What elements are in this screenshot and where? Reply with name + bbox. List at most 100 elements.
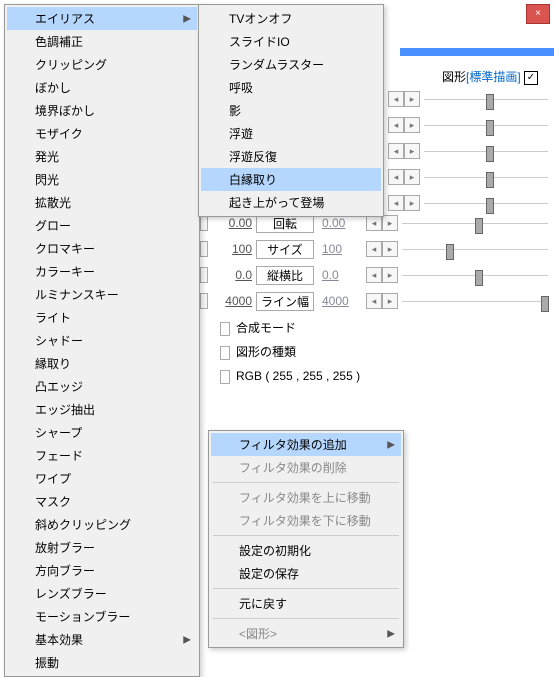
stepper[interactable]: ◂▸ — [388, 117, 420, 133]
param-slider[interactable] — [424, 118, 548, 132]
param-value-left[interactable]: 100 — [212, 242, 252, 256]
context-menu-item: フィルタ効果の削除 — [211, 456, 401, 479]
param-row: 0.0 縦横比 0.0 ◂▸ — [200, 262, 548, 288]
upper-slider-row: ◂▸ — [388, 112, 548, 138]
param-slider[interactable] — [402, 268, 548, 282]
parameter-rows: 0.00回転0.00◂▸100サイズ100◂▸0.0縦横比0.0◂▸4000ライ… — [200, 210, 548, 314]
param-value-right[interactable]: 0.0 — [318, 268, 362, 282]
menu-item-filter[interactable]: 色調補正 — [7, 30, 197, 53]
param-value-right[interactable]: 100 — [318, 242, 362, 256]
stepper[interactable]: ◂▸ — [388, 195, 420, 211]
menu-item-filter[interactable]: レンズブラー — [7, 582, 197, 605]
menu-item-filter[interactable]: クリッピング — [7, 53, 197, 76]
menu-item-filter[interactable]: エッジ抽出 — [7, 398, 197, 421]
color-swatch[interactable] — [220, 370, 230, 384]
menu-item-filter[interactable]: ワイプ — [7, 467, 197, 490]
menu-item-filter[interactable]: シャドー — [7, 329, 197, 352]
submenu-item[interactable]: TVオンオフ — [201, 7, 381, 30]
context-menu-item: フィルタ効果を下に移動 — [211, 509, 401, 532]
menu-item-filter[interactable]: ルミナンスキー — [7, 283, 197, 306]
menu-item-filter[interactable]: 振動 — [7, 651, 197, 674]
menu-item-filter[interactable]: モザイク — [7, 122, 197, 145]
param-slider[interactable] — [402, 216, 548, 230]
close-button[interactable]: × — [526, 4, 550, 24]
context-menu-item[interactable]: 設定の初期化 — [211, 539, 401, 562]
param-name-button[interactable]: サイズ — [256, 240, 314, 259]
param-slider[interactable] — [424, 196, 548, 210]
track-handle[interactable] — [200, 267, 208, 283]
menu-item-filter[interactable]: マスク — [7, 490, 197, 513]
chevron-right-icon: ▶ — [387, 439, 395, 450]
param-slider[interactable] — [424, 144, 548, 158]
context-menu-item[interactable]: 設定の保存 — [211, 562, 401, 585]
param-row: 4000 ライン幅 4000 ◂▸ — [200, 288, 548, 314]
submenu-item[interactable]: 浮遊反復 — [201, 145, 381, 168]
menu-item-filter[interactable]: 凸エッジ — [7, 375, 197, 398]
context-menu-item[interactable]: フィルタ効果の追加▶ — [211, 433, 401, 456]
menu-item-filter[interactable]: 方向ブラー — [7, 559, 197, 582]
menu-header-alias[interactable]: エイリアス ▶ — [7, 7, 197, 30]
param-slider[interactable] — [402, 294, 548, 308]
param-slider[interactable] — [424, 92, 548, 106]
dropdown-stub[interactable] — [220, 346, 230, 360]
dropdown-stub[interactable] — [220, 322, 230, 336]
upper-slider-row: ◂▸ — [388, 164, 548, 190]
param-value-left[interactable]: 0.00 — [212, 216, 252, 230]
blend-mode-label: 合成モード — [236, 321, 296, 335]
submenu-item[interactable]: 呼吸 — [201, 76, 381, 99]
stepper[interactable]: ◂▸ — [366, 267, 398, 283]
submenu-item[interactable]: 浮遊 — [201, 122, 381, 145]
menu-item-filter[interactable]: 放射ブラー — [7, 536, 197, 559]
param-row: 100 サイズ 100 ◂▸ — [200, 236, 548, 262]
stepper[interactable]: ◂▸ — [366, 293, 398, 309]
menu-item-filter[interactable]: ぼかし — [7, 76, 197, 99]
menu-item-filter[interactable]: 発光 — [7, 145, 197, 168]
track-handle[interactable] — [200, 293, 208, 309]
submenu-item[interactable]: ランダムラスター — [201, 53, 381, 76]
shape-type-label: 図形の種類 — [236, 345, 296, 359]
param-slider[interactable] — [424, 170, 548, 184]
track-handle[interactable] — [200, 215, 208, 231]
menu-item-filter[interactable]: シャープ — [7, 421, 197, 444]
submenu-item[interactable]: 影 — [201, 99, 381, 122]
context-menu-item[interactable]: 元に戻す — [211, 592, 401, 615]
object-type-label: 図形[標準描画] ✓ — [442, 68, 538, 85]
menu-item-filter[interactable]: 斜めクリッピング — [7, 513, 197, 536]
menu-item-filter[interactable]: グロー — [7, 214, 197, 237]
param-value-right[interactable]: 0.00 — [318, 216, 362, 230]
context-menu: フィルタ効果の追加▶フィルタ効果の削除フィルタ効果を上に移動フィルタ効果を下に移… — [208, 430, 404, 648]
chevron-right-icon: ▶ — [183, 13, 191, 24]
stepper[interactable]: ◂▸ — [388, 169, 420, 185]
context-menu-item: フィルタ効果を上に移動 — [211, 486, 401, 509]
param-slider[interactable] — [402, 242, 548, 256]
stepper[interactable]: ◂▸ — [388, 143, 420, 159]
rgb-label: RGB ( 255 , 255 , 255 ) — [236, 369, 360, 383]
context-menu-item: <図形>▶ — [211, 622, 401, 645]
menu-item-filter[interactable]: カラーキー — [7, 260, 197, 283]
submenu-item[interactable]: 白縁取り — [201, 168, 381, 191]
chevron-right-icon: ▶ — [387, 628, 395, 639]
draw-enabled-checkbox[interactable]: ✓ — [524, 71, 538, 85]
stepper[interactable]: ◂▸ — [388, 91, 420, 107]
stepper[interactable]: ◂▸ — [366, 241, 398, 257]
param-value-right[interactable]: 4000 — [318, 294, 362, 308]
timeline-segment[interactable] — [400, 48, 554, 56]
submenu-item[interactable]: スライドIO — [201, 30, 381, 53]
menu-item-filter[interactable]: 閃光 — [7, 168, 197, 191]
menu-item-filter[interactable]: 拡散光 — [7, 191, 197, 214]
param-value-left[interactable]: 0.0 — [212, 268, 252, 282]
param-value-left[interactable]: 4000 — [212, 294, 252, 308]
static-info: 合成モード 図形の種類 RGB ( 255 , 255 , 255 ) — [220, 316, 360, 388]
menu-item-filter[interactable]: 境界ぼかし — [7, 99, 197, 122]
menu-item-filter[interactable]: 縁取り — [7, 352, 197, 375]
submenu-item[interactable]: 起き上がって登場 — [201, 191, 381, 214]
param-name-button[interactable]: ライン幅 — [256, 292, 314, 311]
menu-item-filter[interactable]: ライト — [7, 306, 197, 329]
menu-item-filter[interactable]: モーションブラー — [7, 605, 197, 628]
stepper[interactable]: ◂▸ — [366, 215, 398, 231]
param-name-button[interactable]: 縦横比 — [256, 266, 314, 285]
upper-slider-row: ◂▸ — [388, 86, 548, 112]
menu-item-filter[interactable]: クロマキー — [7, 237, 197, 260]
menu-item-filter[interactable]: フェード — [7, 444, 197, 467]
track-handle[interactable] — [200, 241, 208, 257]
